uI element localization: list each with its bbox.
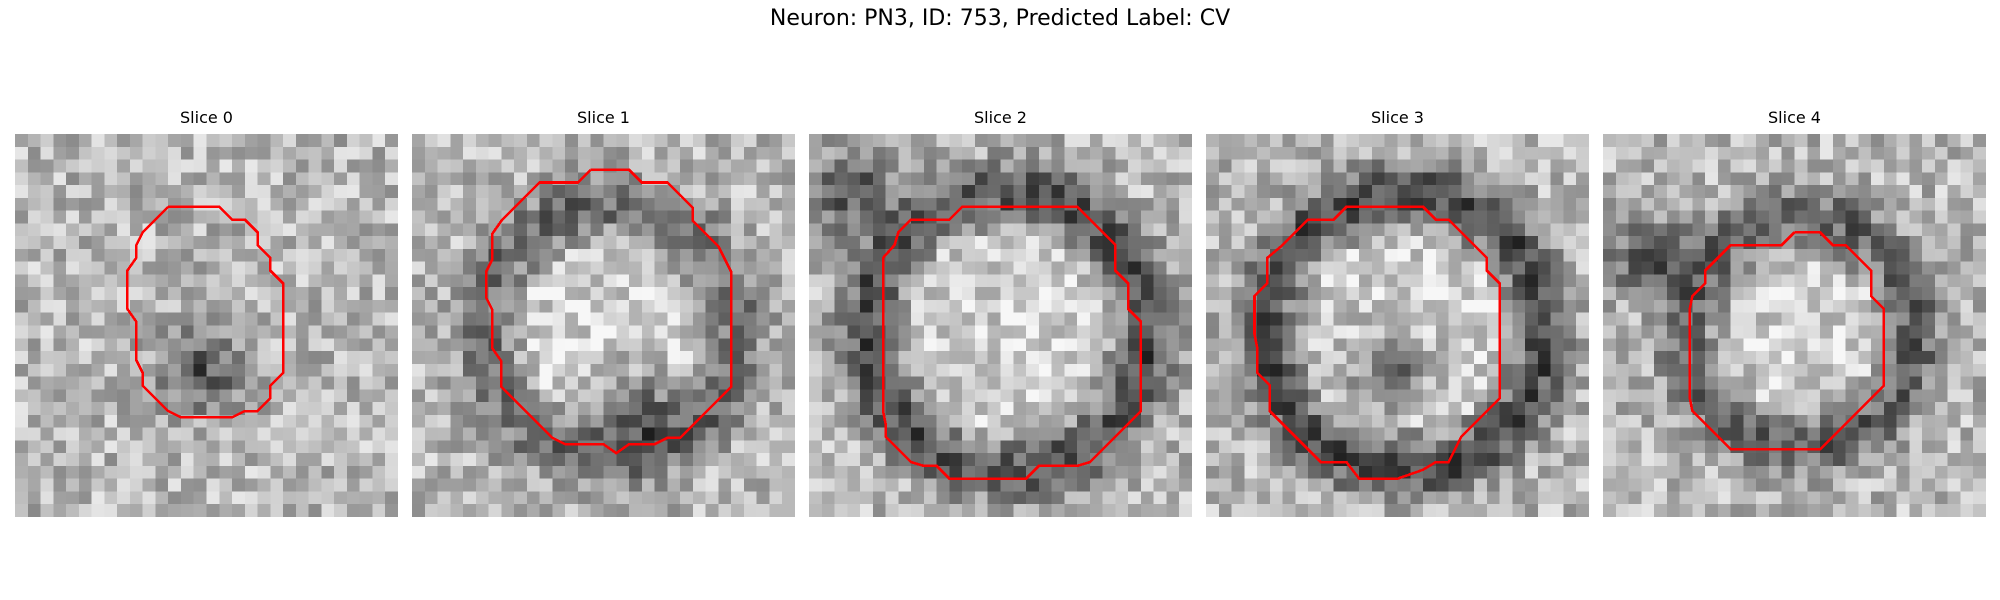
slice-title: Slice 1 bbox=[577, 108, 630, 127]
slice-panel-3: Slice 3 bbox=[1206, 108, 1589, 518]
microscopy-image bbox=[809, 134, 1192, 517]
contour-outline bbox=[484, 168, 733, 455]
pixel-grid bbox=[1206, 134, 1589, 517]
slice-panel-1: Slice 1 bbox=[412, 108, 795, 518]
contour-outline bbox=[126, 205, 285, 419]
pixel-grid bbox=[15, 134, 398, 517]
slice-title: Slice 3 bbox=[1371, 108, 1424, 127]
contour-outline bbox=[1688, 231, 1886, 451]
pixel-grid bbox=[1603, 134, 1986, 517]
pixel-grid bbox=[412, 134, 795, 517]
microscopy-image bbox=[1206, 134, 1589, 517]
contour-outline bbox=[1253, 205, 1501, 480]
slice-panel-0: Slice 0 bbox=[15, 108, 398, 518]
microscopy-image bbox=[15, 134, 398, 517]
slice-title: Slice 0 bbox=[180, 108, 233, 127]
slice-panel-2: Slice 2 bbox=[809, 108, 1192, 518]
pixel-grid bbox=[809, 134, 1192, 517]
slice-title: Slice 4 bbox=[1768, 108, 1821, 127]
figure-title: Neuron: PN3, ID: 753, Predicted Label: C… bbox=[769, 6, 1231, 31]
microscopy-image bbox=[1603, 134, 1986, 517]
slice-title: Slice 2 bbox=[974, 108, 1027, 127]
microscopy-image bbox=[412, 134, 795, 517]
slice-panel-4: Slice 4 bbox=[1603, 108, 1986, 518]
contour-outline bbox=[881, 205, 1143, 480]
